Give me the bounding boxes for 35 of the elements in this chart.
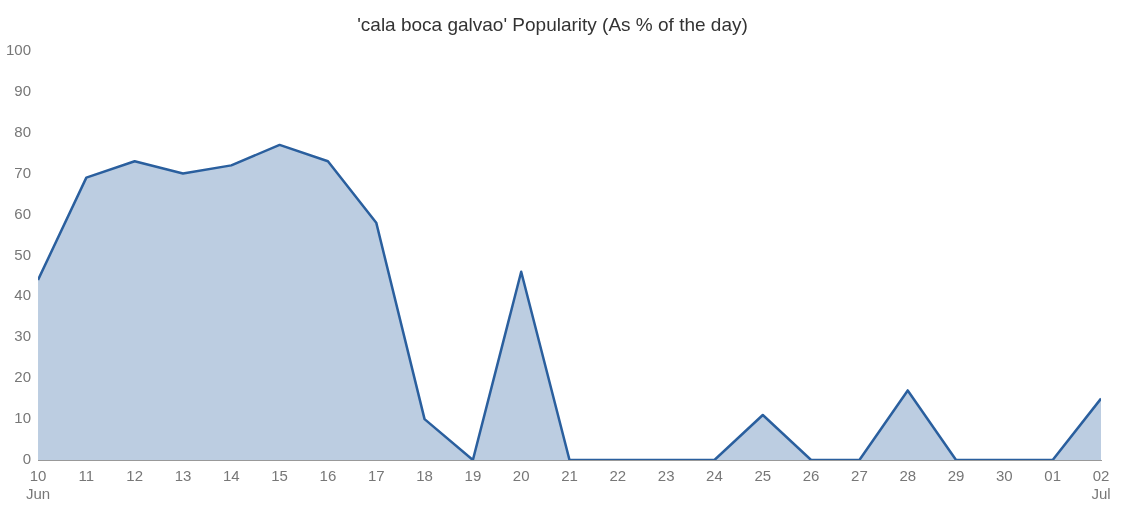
y-tick-label: 70 <box>14 163 32 181</box>
y-tick-label: 20 <box>14 368 32 386</box>
x-tick-label: 20 <box>512 467 530 485</box>
x-tick-label: 17 <box>367 467 385 485</box>
x-tick-label: 01 <box>1044 467 1062 485</box>
x-tick-label: 14 <box>222 467 240 485</box>
y-tick-label: 0 <box>22 450 32 468</box>
x-tick-label: 24 <box>706 467 723 485</box>
x-tick-label: 15 <box>271 467 288 485</box>
y-tick-label: 40 <box>14 286 32 304</box>
x-tick-label: 10 Jun <box>25 467 51 503</box>
y-tick-label: 100 <box>6 40 32 58</box>
x-tick-label: 27 <box>851 467 868 485</box>
y-tick-label: 90 <box>14 81 32 99</box>
x-tick-label: 16 <box>319 467 337 485</box>
x-tick-label: 25 <box>754 467 772 485</box>
x-tick-label: 12 <box>126 467 143 485</box>
x-tick-label: 22 <box>609 467 627 485</box>
chart-title: 'cala boca galvao' Popularity (As % of the day) <box>357 13 748 35</box>
x-tick-label: 29 <box>947 467 965 485</box>
x-tick-label: 30 <box>996 467 1013 485</box>
x-tick-label: 21 <box>561 467 578 485</box>
y-tick-label: 80 <box>14 122 32 140</box>
y-tick-label: 10 <box>14 409 32 427</box>
x-tick-label: 23 <box>657 467 675 485</box>
y-tick-label: 60 <box>14 204 32 222</box>
y-tick-label: 50 <box>14 245 32 263</box>
x-tick-label: 18 <box>416 467 433 485</box>
x-tick-label: 11 <box>78 467 95 485</box>
y-tick-label: 30 <box>14 327 32 345</box>
x-tick-label: 28 <box>899 467 917 485</box>
x-tick-label: 26 <box>802 467 820 485</box>
x-tick-label: 02 Jul <box>1091 467 1111 503</box>
x-tick-label: 13 <box>174 467 192 485</box>
x-tick-label: 19 <box>464 467 482 485</box>
